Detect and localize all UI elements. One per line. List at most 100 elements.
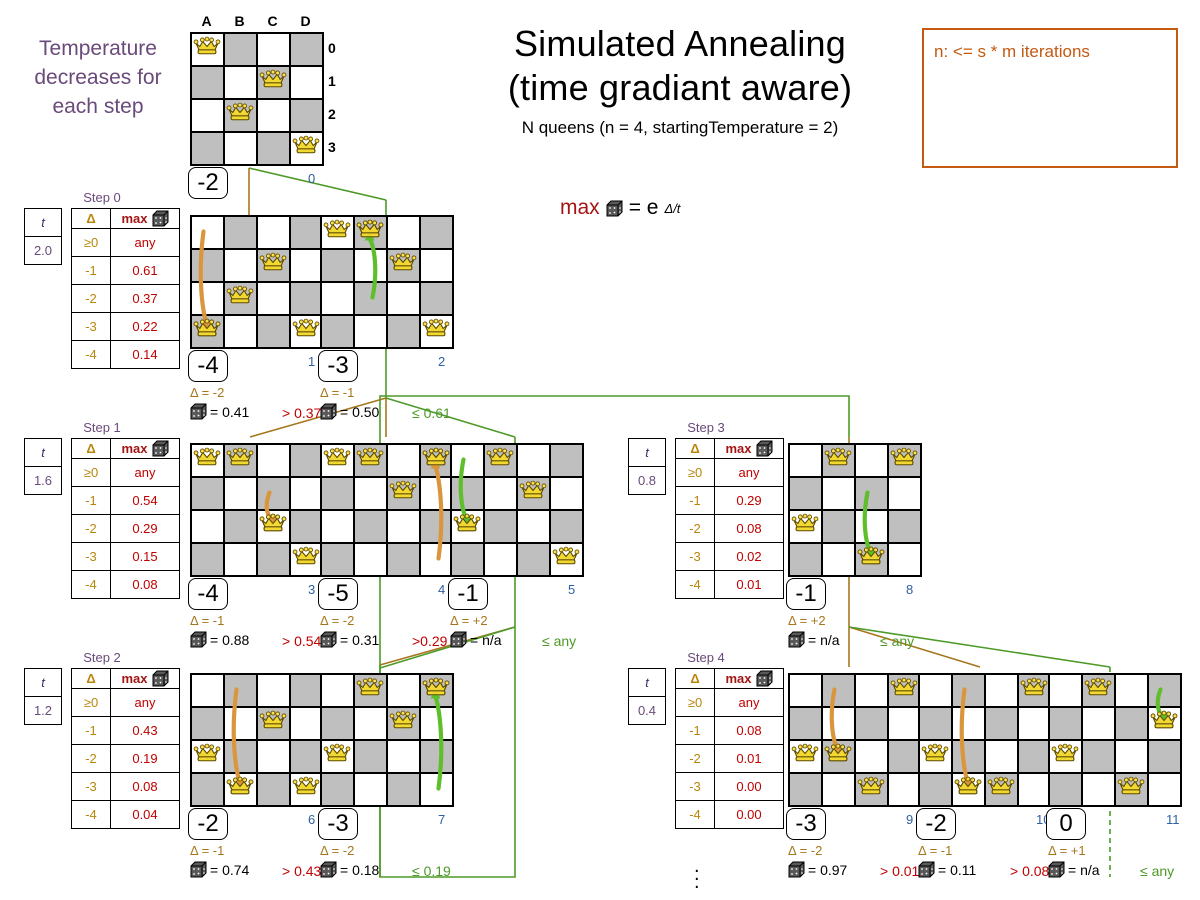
square-C2 <box>257 99 290 132</box>
square-C1 <box>257 249 290 282</box>
square-B0 <box>354 444 387 477</box>
board-index: 8 <box>906 582 914 597</box>
max-cell: 0.08 <box>714 514 784 543</box>
step-table-group-3: Step 3 t 0.8 Δ max <box>628 420 784 599</box>
chess-board-3: -4 3 Δ = -1 = 0.88 > 0.54 <box>188 443 324 649</box>
square-B1 <box>354 249 387 282</box>
square-A2 <box>191 99 224 132</box>
delta-label: Δ = +1 <box>1048 843 1086 858</box>
delta-header: Δ <box>675 438 715 459</box>
board-index: 5 <box>568 582 576 597</box>
table-row: -1 0.29 <box>675 486 784 515</box>
delta-cell: ≥0 <box>675 458 715 487</box>
dice-value: = n/a <box>470 631 502 648</box>
dice-icon <box>918 861 935 878</box>
square-A3 <box>451 543 484 576</box>
note-text: n: <= s * m iterations <box>934 42 1090 61</box>
square-D3 <box>290 773 323 806</box>
temperature-header: t <box>24 438 62 467</box>
square-B2 <box>224 740 257 773</box>
board-score: -4 <box>188 350 228 382</box>
temperature-header: t <box>24 208 62 237</box>
delta-cell: ≥0 <box>71 458 111 487</box>
table-row: t <box>24 438 62 467</box>
square-C3 <box>1115 773 1148 806</box>
square-C1 <box>387 477 420 510</box>
dice-result: = 0.97 <box>788 861 847 878</box>
square-A3 <box>919 773 952 806</box>
board-grid <box>320 443 454 577</box>
square-A3 <box>321 543 354 576</box>
chess-board-6: -2 6 Δ = -1 = 0.74 > 0.43 <box>188 673 324 879</box>
square-C0 <box>257 33 290 66</box>
table-row: Δ max <box>71 668 180 689</box>
dice-value: = n/a <box>808 631 840 648</box>
delta-label: Δ = -1 <box>918 843 953 858</box>
max-cell: any <box>714 688 784 717</box>
square-B3 <box>224 773 257 806</box>
title-block: Simulated Annealing (time gradiant aware… <box>440 22 920 138</box>
square-C3 <box>985 773 1018 806</box>
square-A0 <box>321 444 354 477</box>
square-D0 <box>1018 674 1051 707</box>
square-A1 <box>191 707 224 740</box>
square-A2 <box>191 282 224 315</box>
table-row: -1 0.61 <box>71 256 180 285</box>
square-A2 <box>451 510 484 543</box>
square-C2 <box>517 510 550 543</box>
max-cell: 0.61 <box>110 256 180 285</box>
dice-result: = 0.50 <box>320 403 379 420</box>
max-header: max <box>110 438 180 459</box>
board-grid <box>918 673 1052 807</box>
dice-value: = 0.11 <box>938 861 977 878</box>
square-A3 <box>191 132 224 165</box>
square-C2 <box>257 510 290 543</box>
square-B1 <box>224 477 257 510</box>
square-C0 <box>257 674 290 707</box>
square-B0 <box>484 444 517 477</box>
formula-exponent: Δ/t <box>664 200 681 216</box>
delta-header: Δ <box>71 208 111 229</box>
chess-board-0: A B C D 0 1 2 3 -2 0 <box>188 13 336 199</box>
square-A2 <box>191 740 224 773</box>
square-D2 <box>420 282 453 315</box>
dice-value: = 0.97 <box>808 861 848 878</box>
acceptance-table: Δ max ≥0 any -1 0.61 -2 0.37 -3 0.22 <box>71 208 180 369</box>
board-score: -1 <box>448 578 488 610</box>
dice-value: = 0.31 <box>340 631 380 648</box>
square-D0 <box>290 444 323 477</box>
table-row: 0.4 <box>628 696 666 725</box>
square-D1 <box>290 707 323 740</box>
square-D2 <box>420 510 453 543</box>
square-A3 <box>1049 773 1082 806</box>
square-B1 <box>224 66 257 99</box>
square-A3 <box>191 315 224 348</box>
square-D3 <box>1148 773 1181 806</box>
square-D3 <box>420 315 453 348</box>
page-title-line-2: (time gradiant aware) <box>507 67 853 108</box>
board-grid <box>450 443 584 577</box>
board-grid <box>190 32 324 166</box>
delta-label: Δ = -2 <box>788 843 823 858</box>
delta-cell: -2 <box>675 744 715 773</box>
table-row: ≥0 any <box>71 228 180 257</box>
temperature-value: 2.0 <box>24 236 62 265</box>
temperature-header: t <box>628 668 666 697</box>
formula-max-label: max <box>560 196 600 219</box>
max-cell: 0.43 <box>110 716 180 745</box>
dice-result: = 0.18 <box>320 861 379 878</box>
square-D0 <box>290 674 323 707</box>
square-D2 <box>420 740 453 773</box>
dice-icon <box>788 631 805 648</box>
board-score: -2 <box>188 808 228 840</box>
delta-header: Δ <box>71 438 111 459</box>
delta-cell: -1 <box>71 486 111 515</box>
board-index: 0 <box>308 171 316 186</box>
board-index: 9 <box>906 812 914 827</box>
square-B0 <box>354 216 387 249</box>
square-A2 <box>321 510 354 543</box>
step-title: Step 3 <box>687 420 725 435</box>
square-B0 <box>1082 674 1115 707</box>
max-cell: 0.08 <box>110 570 180 599</box>
dice-icon <box>320 861 337 878</box>
